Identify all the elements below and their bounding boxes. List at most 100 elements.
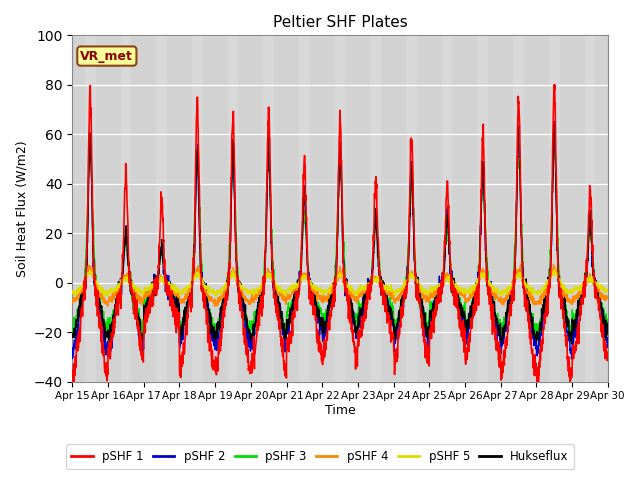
Bar [572,36,584,382]
pSHF 4 [367,279,375,285]
pSHF 1 [68,380,76,386]
pSHF 3 [557,289,564,295]
Bar [429,36,442,382]
Bar [536,36,549,382]
pSHF 4 [550,262,557,267]
pSHF 3 [218,303,226,309]
Bar [144,36,156,382]
Bar [465,36,477,382]
pSHF 3 [356,309,364,315]
Bar [215,36,228,382]
pSHF 5 [68,289,76,295]
Hukseflux [557,290,564,296]
pSHF 2 [355,311,363,316]
Bar [322,36,335,382]
pSHF 2 [550,119,558,124]
Y-axis label: Soil Heat Flux (W/m2): Soil Heat Flux (W/m2) [15,140,28,277]
Bar [346,36,358,382]
Text: VR_met: VR_met [81,49,133,62]
pSHF 1 [218,329,226,335]
pSHF 2 [604,336,612,341]
Bar [310,36,322,382]
Hukseflux [496,333,504,339]
pSHF 2 [68,356,76,361]
Hukseflux [356,304,364,310]
Bar [452,36,465,382]
pSHF 1 [572,340,580,346]
Line: pSHF 2: pSHF 2 [72,121,608,359]
pSHF 2 [495,333,503,338]
Bar [417,36,429,382]
Hukseflux [572,322,580,327]
pSHF 4 [604,295,612,301]
Bar [108,36,120,382]
Bar [381,36,394,382]
X-axis label: Time: Time [324,404,355,417]
pSHF 1 [557,306,564,312]
Line: pSHF 5: pSHF 5 [72,270,608,296]
pSHF 5 [496,289,504,295]
pSHF 1 [70,386,77,392]
Bar [287,36,299,382]
pSHF 2 [568,356,575,362]
pSHF 4 [68,299,76,304]
Legend: pSHF 1, pSHF 2, pSHF 3, pSHF 4, pSHF 5, Hukseflux: pSHF 1, pSHF 2, pSHF 3, pSHF 4, pSHF 5, … [65,444,575,469]
pSHF 5 [572,286,580,292]
Hukseflux [68,334,76,340]
pSHF 1 [551,82,559,87]
pSHF 5 [604,287,612,293]
pSHF 3 [604,329,612,335]
pSHF 1 [604,350,612,356]
Hukseflux [218,302,226,308]
Hukseflux [367,281,375,287]
pSHF 4 [572,296,580,301]
pSHF 5 [218,287,226,292]
Title: Peltier SHF Plates: Peltier SHF Plates [273,15,408,30]
pSHF 2 [572,323,580,329]
pSHF 3 [496,324,504,330]
Bar [167,36,179,382]
Line: pSHF 4: pSHF 4 [72,264,608,306]
pSHF 1 [367,288,375,294]
Line: pSHF 1: pSHF 1 [72,84,608,389]
Bar [559,36,572,382]
pSHF 4 [104,303,112,309]
pSHF 5 [356,288,364,293]
pSHF 2 [218,307,225,312]
pSHF 1 [356,334,364,339]
Hukseflux [550,123,558,129]
Bar [500,36,513,382]
pSHF 5 [367,279,375,285]
Bar [179,36,192,382]
pSHF 3 [138,335,146,340]
Bar [394,36,406,382]
pSHF 4 [496,298,504,303]
Bar [238,36,251,382]
pSHF 4 [356,294,364,300]
Bar [358,36,371,382]
pSHF 4 [218,293,226,299]
pSHF 3 [572,308,580,313]
Hukseflux [105,342,113,348]
pSHF 5 [100,293,108,299]
Bar [95,36,108,382]
pSHF 2 [557,293,564,299]
pSHF 5 [550,267,558,273]
pSHF 3 [367,276,375,282]
pSHF 1 [496,364,504,370]
Line: pSHF 3: pSHF 3 [72,147,608,337]
Bar [524,36,536,382]
Hukseflux [604,322,612,327]
Bar [203,36,215,382]
pSHF 3 [68,330,76,336]
Bar [488,36,500,382]
pSHF 5 [557,278,564,284]
Bar [274,36,287,382]
pSHF 2 [367,281,375,287]
Bar [595,36,608,382]
Bar [72,36,85,382]
Bar [251,36,263,382]
Bar [131,36,144,382]
pSHF 4 [557,284,564,289]
pSHF 3 [550,144,558,150]
